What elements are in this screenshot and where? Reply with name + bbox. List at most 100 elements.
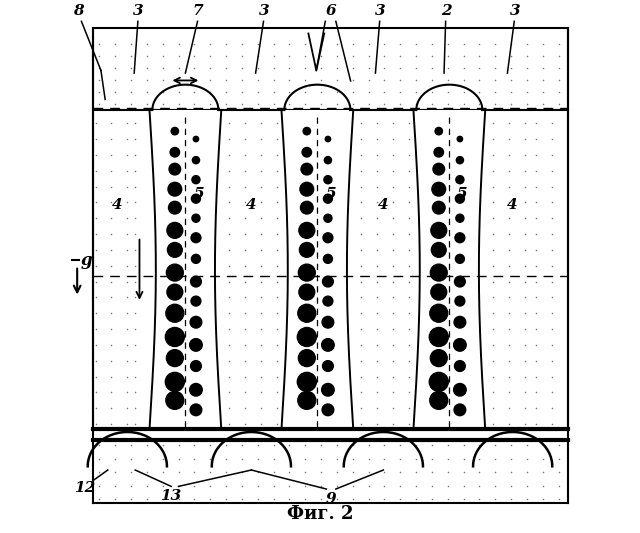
Circle shape <box>166 391 184 409</box>
Circle shape <box>456 214 464 222</box>
Text: 3: 3 <box>510 4 520 18</box>
Circle shape <box>454 384 466 396</box>
Circle shape <box>454 404 466 416</box>
Text: 4: 4 <box>378 198 388 212</box>
Circle shape <box>435 127 442 135</box>
Circle shape <box>322 317 333 328</box>
Circle shape <box>456 176 464 184</box>
Circle shape <box>298 304 316 322</box>
Circle shape <box>298 350 316 367</box>
Circle shape <box>322 338 334 351</box>
Circle shape <box>322 404 333 416</box>
Circle shape <box>430 391 448 409</box>
Text: 3: 3 <box>376 4 386 18</box>
Circle shape <box>324 176 332 184</box>
Circle shape <box>457 136 463 142</box>
Text: 7: 7 <box>192 4 203 18</box>
Circle shape <box>429 327 448 346</box>
Circle shape <box>191 361 202 372</box>
Circle shape <box>323 254 332 263</box>
Bar <box>150 110 221 430</box>
Circle shape <box>298 391 316 409</box>
Circle shape <box>171 127 179 135</box>
Circle shape <box>189 338 202 351</box>
Circle shape <box>299 284 315 300</box>
Text: 3: 3 <box>259 4 270 18</box>
Circle shape <box>298 373 316 391</box>
Circle shape <box>434 148 444 157</box>
Circle shape <box>167 284 183 300</box>
Circle shape <box>455 233 465 243</box>
Text: 2: 2 <box>442 4 452 18</box>
Circle shape <box>430 350 447 367</box>
Circle shape <box>303 127 310 135</box>
Circle shape <box>431 243 446 257</box>
Circle shape <box>300 243 314 257</box>
Text: g: g <box>81 252 93 269</box>
Circle shape <box>193 136 198 142</box>
Circle shape <box>430 304 448 322</box>
Circle shape <box>191 233 201 243</box>
Circle shape <box>168 201 181 214</box>
Text: 4: 4 <box>111 198 122 212</box>
Text: Фиг. 2: Фиг. 2 <box>287 505 353 523</box>
Circle shape <box>168 243 182 257</box>
Text: 5: 5 <box>193 188 204 201</box>
Circle shape <box>454 361 465 372</box>
Bar <box>93 110 568 430</box>
Circle shape <box>456 194 465 203</box>
Circle shape <box>456 254 465 263</box>
Text: 3: 3 <box>132 4 143 18</box>
Circle shape <box>323 276 333 287</box>
Text: 12: 12 <box>74 481 96 495</box>
Circle shape <box>170 148 180 157</box>
Bar <box>93 28 568 110</box>
Circle shape <box>431 222 447 238</box>
Circle shape <box>455 296 465 306</box>
Circle shape <box>429 373 448 391</box>
Bar <box>93 430 568 503</box>
Circle shape <box>190 317 202 328</box>
Circle shape <box>433 163 445 175</box>
Bar <box>282 110 353 430</box>
Circle shape <box>192 176 200 184</box>
Circle shape <box>192 214 200 222</box>
Circle shape <box>165 373 184 391</box>
Circle shape <box>323 233 333 243</box>
Circle shape <box>454 276 465 287</box>
Text: 5: 5 <box>457 188 468 201</box>
Circle shape <box>191 276 202 287</box>
Circle shape <box>193 157 200 164</box>
Circle shape <box>323 361 333 372</box>
Circle shape <box>323 194 332 203</box>
Text: 4: 4 <box>246 198 257 212</box>
Circle shape <box>433 201 445 214</box>
Circle shape <box>298 327 316 346</box>
Circle shape <box>189 384 202 396</box>
Circle shape <box>166 304 184 322</box>
Circle shape <box>169 163 180 175</box>
Bar <box>413 110 485 430</box>
Circle shape <box>431 284 447 300</box>
Circle shape <box>325 136 331 142</box>
Text: 6: 6 <box>325 4 336 18</box>
Circle shape <box>454 338 466 351</box>
Circle shape <box>323 296 333 306</box>
Circle shape <box>322 384 334 396</box>
Circle shape <box>166 350 183 367</box>
Text: 8: 8 <box>74 4 84 18</box>
Circle shape <box>324 214 332 222</box>
Circle shape <box>168 182 182 196</box>
Circle shape <box>299 222 315 238</box>
Circle shape <box>300 201 313 214</box>
Circle shape <box>166 264 183 281</box>
Circle shape <box>191 194 200 203</box>
Circle shape <box>298 264 316 281</box>
Circle shape <box>454 317 466 328</box>
Circle shape <box>302 148 312 157</box>
Circle shape <box>300 182 314 196</box>
Circle shape <box>191 296 201 306</box>
Circle shape <box>456 157 463 164</box>
Text: 9: 9 <box>325 491 336 506</box>
Text: 13: 13 <box>161 489 182 503</box>
